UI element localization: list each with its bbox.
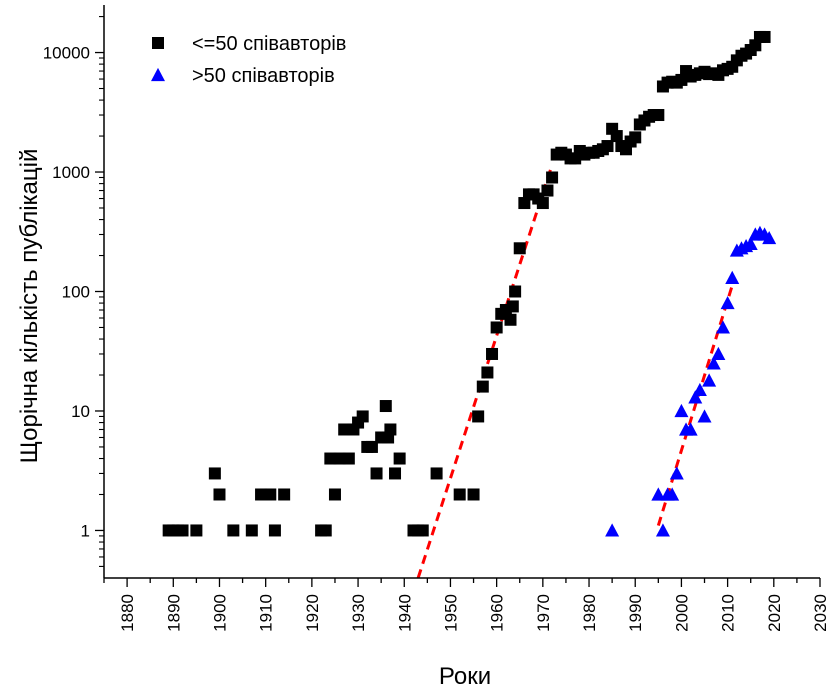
- triangle-point: [715, 320, 730, 334]
- triangle-point: [743, 236, 758, 251]
- triangle-point: [655, 523, 670, 537]
- x-tick-label: 1880: [118, 594, 137, 632]
- square-point: [176, 524, 189, 537]
- square-point: [245, 524, 258, 537]
- square-point: [342, 452, 355, 465]
- y-tick-label: 1: [81, 521, 90, 540]
- square-point: [601, 140, 614, 153]
- triangle-point: [651, 487, 666, 501]
- legend-label: >50 співавторів: [192, 65, 335, 87]
- square-point: [365, 440, 378, 453]
- y-tick-label: 100: [62, 283, 90, 302]
- triangle-point: [706, 356, 721, 370]
- triangle-point: [697, 409, 712, 423]
- triangle-point: [711, 346, 726, 361]
- square-point: [546, 171, 559, 184]
- square-point: [509, 285, 522, 298]
- square-point: [333, 452, 346, 465]
- triangle-point: [665, 487, 680, 501]
- square-point: [536, 197, 549, 210]
- data-points: [162, 30, 777, 537]
- triangle-point: [762, 230, 777, 245]
- square-point: [384, 423, 397, 436]
- square-point: [430, 467, 443, 480]
- y-tick-label: 10: [71, 402, 90, 421]
- x-tick-label: 1960: [488, 594, 507, 632]
- square-point: [758, 30, 771, 43]
- square-point: [208, 467, 221, 480]
- x-tick-label: 1990: [626, 594, 645, 632]
- x-tick-label: 1970: [534, 594, 553, 632]
- square-point: [472, 410, 485, 423]
- x-tick-label: 2020: [765, 594, 784, 632]
- triangle-point: [683, 422, 698, 436]
- x-tick-label: 1890: [164, 594, 183, 632]
- square-point: [481, 366, 494, 379]
- square-point: [467, 488, 480, 501]
- triangle-point: [725, 270, 740, 284]
- legend-marker-triangle: [151, 67, 165, 82]
- x-tick-label: 1980: [580, 594, 599, 632]
- x-tick-label: 1940: [395, 594, 414, 632]
- legend-marker-square: [152, 37, 164, 49]
- legend-label: <=50 співавторів: [192, 33, 346, 55]
- legend: <=50 співавторів >50 співавторів: [151, 33, 346, 87]
- square-point: [328, 488, 341, 501]
- y-axis-label: Щорічна кількість публікацій: [16, 149, 43, 464]
- y-tick-label: 10000: [43, 44, 90, 63]
- square-point: [610, 130, 623, 143]
- square-point: [486, 347, 499, 360]
- x-tick-label: 1910: [257, 594, 276, 632]
- square-point: [490, 321, 503, 334]
- triangle-point: [720, 295, 735, 310]
- fit-line: [656, 277, 736, 526]
- triangle-point: [692, 382, 707, 397]
- square-point: [506, 300, 519, 313]
- x-tick-label: 2030: [811, 594, 830, 632]
- x-tick-label: 2010: [719, 594, 738, 632]
- square-point: [264, 488, 277, 501]
- square-point: [268, 524, 281, 537]
- square-point: [324, 452, 337, 465]
- x-tick-label: 2000: [672, 594, 691, 632]
- x-axis-label: Роки: [439, 663, 491, 690]
- x-tick-label: 1900: [210, 594, 229, 632]
- square-point: [453, 488, 466, 501]
- square-point: [370, 467, 383, 480]
- triangle-point: [702, 373, 717, 387]
- triangle-point: [605, 523, 620, 537]
- square-point: [393, 452, 406, 465]
- square-point: [513, 242, 526, 255]
- square-point: [338, 423, 351, 436]
- square-point: [213, 488, 226, 501]
- y-tick-label: 1000: [52, 163, 90, 182]
- square-point: [476, 380, 489, 393]
- square-point: [227, 524, 240, 537]
- triangle-point: [674, 403, 689, 418]
- x-tick-label: 1930: [349, 594, 368, 632]
- square-point: [541, 184, 554, 197]
- axes: 1880 1890 1900 1910 1920 1930 1940 1950 1960 1970…: [43, 5, 830, 632]
- square-point: [652, 109, 665, 122]
- square-point: [379, 400, 392, 413]
- triangle-point: [688, 390, 703, 404]
- triangle-point: [669, 466, 684, 480]
- square-point: [629, 131, 642, 144]
- square-point: [319, 524, 332, 537]
- square-point: [504, 313, 517, 326]
- square-point: [416, 524, 429, 537]
- square-point: [278, 488, 291, 501]
- x-tick-label: 1950: [441, 594, 460, 632]
- square-point: [190, 524, 203, 537]
- x-tick-label: 1920: [303, 594, 322, 632]
- square-point: [356, 410, 369, 423]
- square-point: [389, 467, 402, 480]
